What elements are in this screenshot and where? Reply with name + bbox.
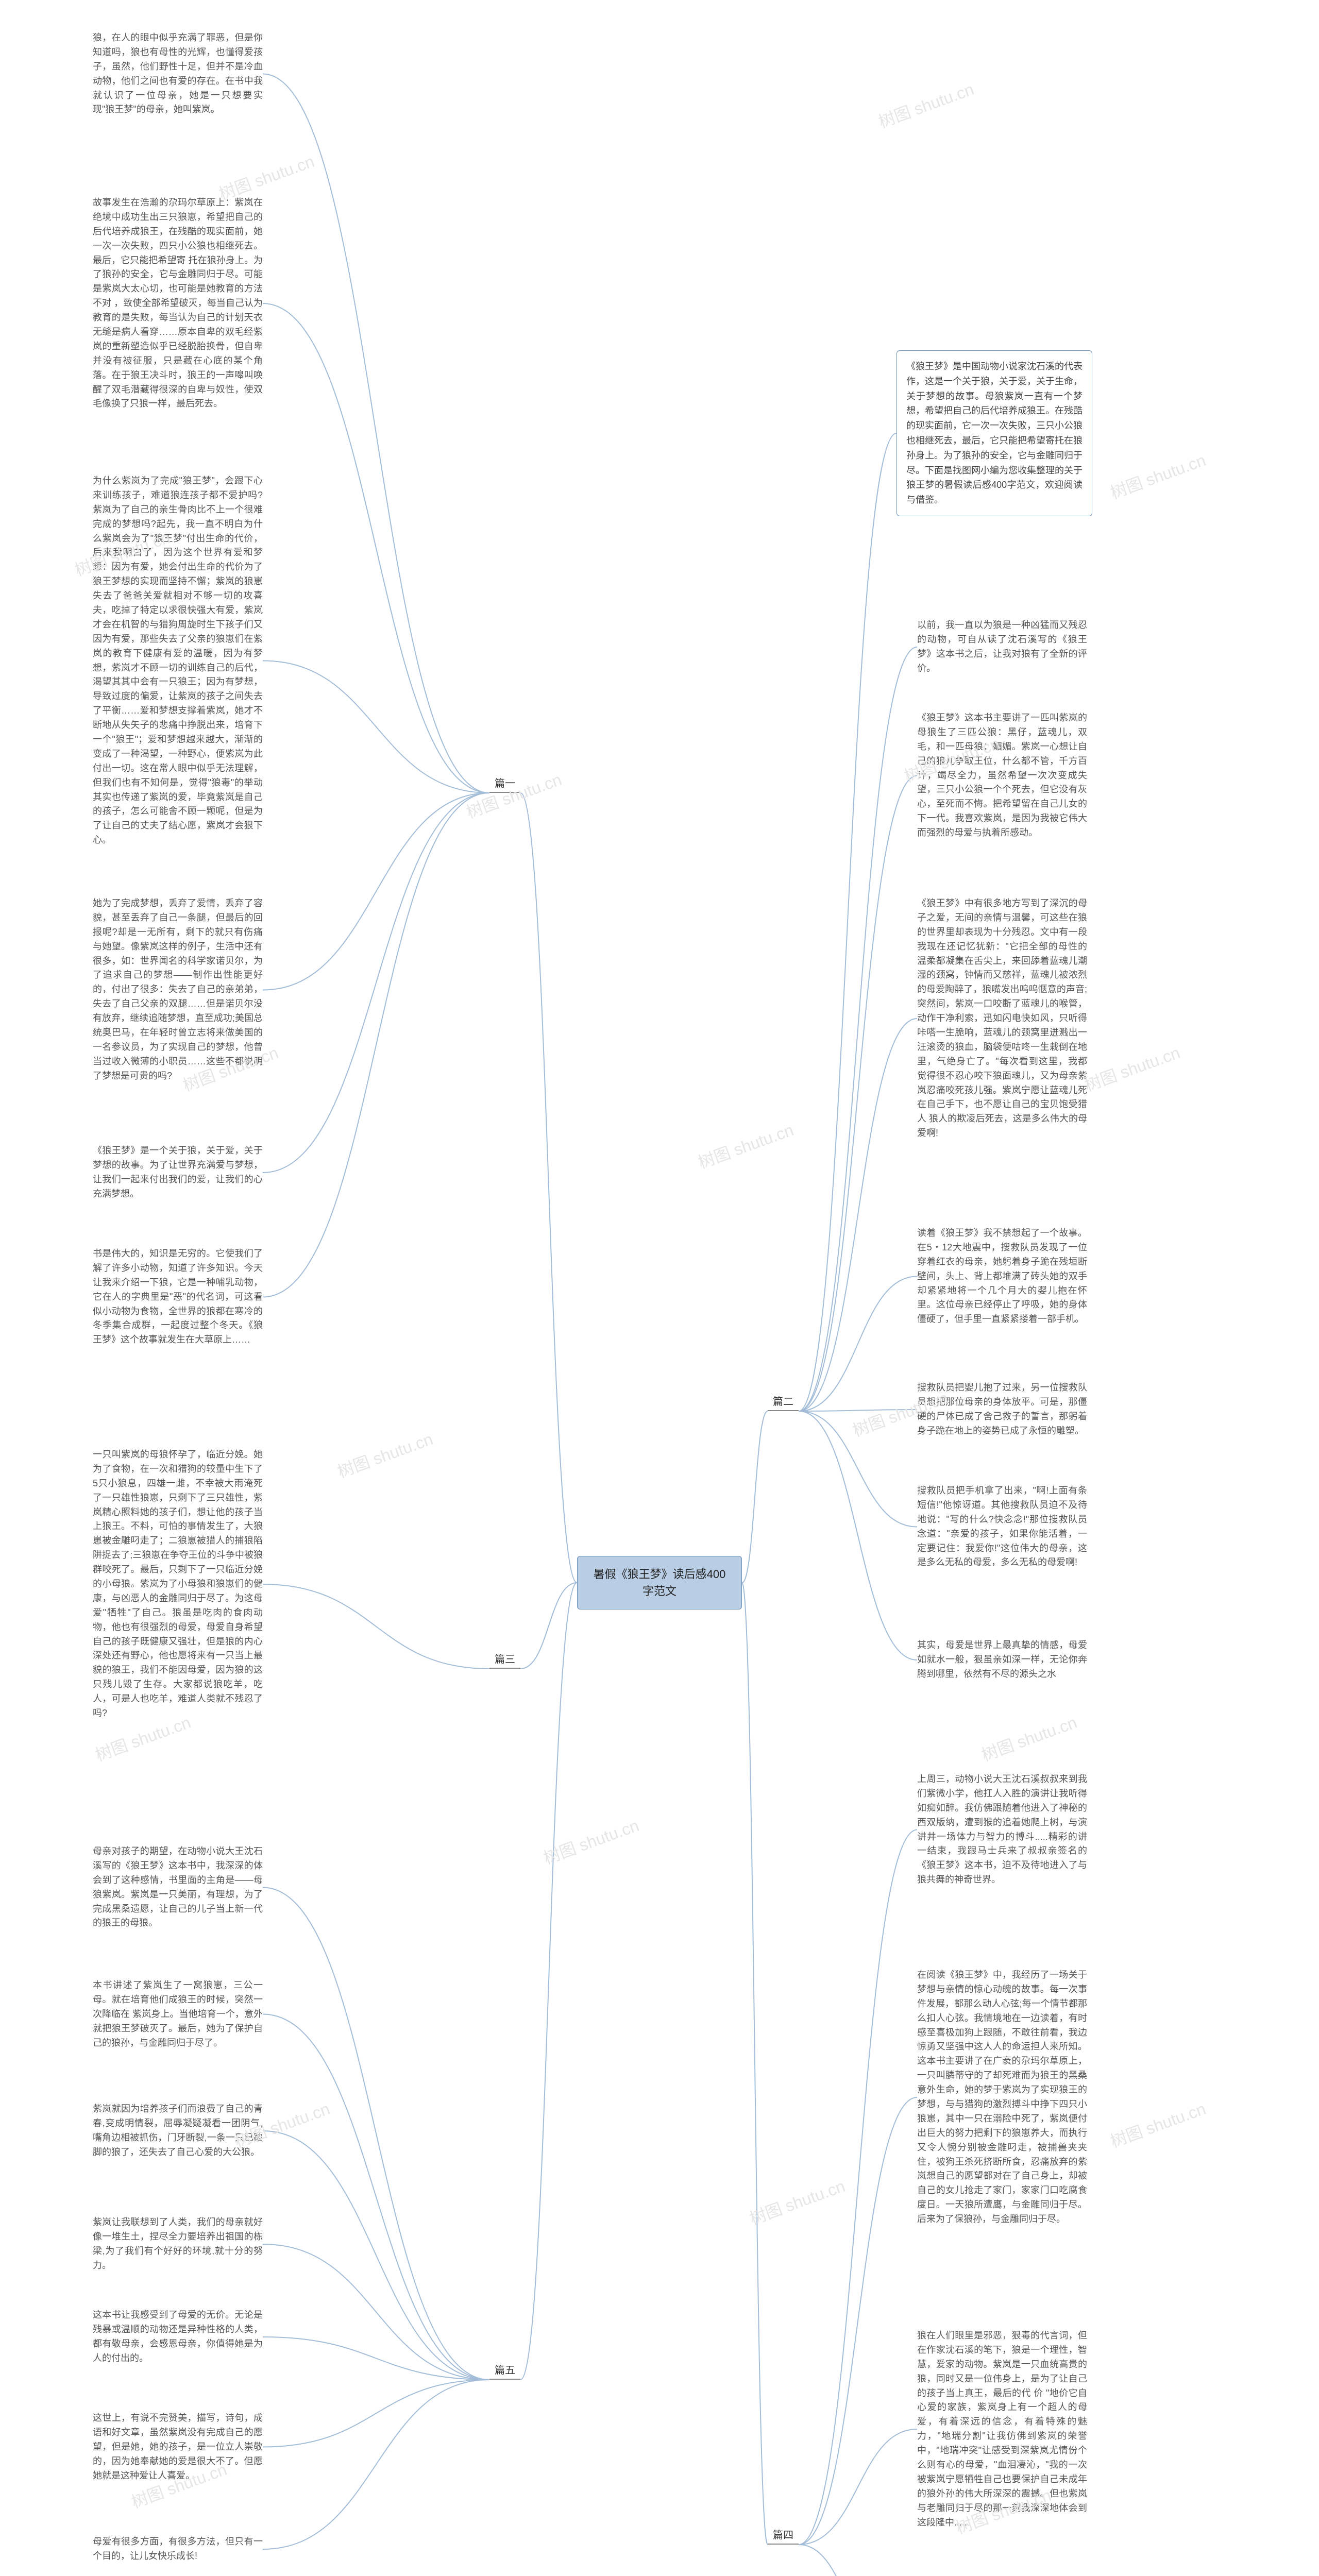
watermark: 树图 shutu.cn xyxy=(1107,2096,1209,2153)
leaf-1c: 为什么紫岚为了完成"狼王梦"，会跟下心来训练孩子，难道狼连孩子都不爱护吗?紫岚为… xyxy=(93,474,263,848)
branch-2[interactable]: 篇二 xyxy=(768,1391,799,1411)
branch-1[interactable]: 篇一 xyxy=(489,773,520,793)
branch-5[interactable]: 篇五 xyxy=(489,2360,520,2380)
leaf-4c: 狼在人们眼里是邪恶，狠毒的代言词，但在作家沈石溪的笔下，狼是一个理性，智慧，爱家… xyxy=(917,2329,1087,2530)
leaf-5g: 母爱有很多方面，有很多方法，但只有一个目的，让儿女快乐成长! xyxy=(93,2535,263,2564)
leaf-5a: 母亲对孩子的期望，在动物小说大王沈石溪写的《狼王梦》这本书中，我深深的体会到了这… xyxy=(93,1844,263,1930)
intro-box: 《狼王梦》是中国动物小说家沈石溪的代表作，这是一个关于狼，关于爱，关于生命，关于… xyxy=(897,350,1092,516)
leaf-5d: 紫岚让我联想到了人类，我们的母亲就好像一堆生土，捏尽全力要培养出祖国的栋梁,为了… xyxy=(93,2215,263,2273)
leaf-1e: 《狼王梦》是一个关于狼，关于爱，关于梦想的故事。为了让世界充满爱与梦想，让我们一… xyxy=(93,1144,263,1201)
branch-4[interactable]: 篇四 xyxy=(768,2524,799,2545)
leaf-5b: 本书讲述了紫岚生了一窝狼崽，三公一母。就在培育他们成狼王的时候，突然一次降临在 … xyxy=(93,1978,263,2050)
leaf-1b: 故事发生在浩瀚的尕玛尔草原上：紫岚在绝境中成功生出三只狼崽，希望把自己的后代培养… xyxy=(93,196,263,411)
leaf-2e: 搜救队员把婴儿抱了过来，另一位搜救队员想把那位母亲的身体放平。可是，那僵硬的尸体… xyxy=(917,1381,1087,1438)
leaf-1d: 她为了完成梦想，丢弃了爱情，丢弃了容貌，甚至丢弃了自己一条腿，但最后的回报呢?却… xyxy=(93,896,263,1083)
leaf-2f: 搜救队员把手机拿了出来，"啊!上面有条短信!"他惊讶道。其他搜救队员迫不及待地说… xyxy=(917,1484,1087,1570)
leaf-5c: 紫岚就因为培养孩子们而浪费了自己的青春,变成明情裂，屈辱凝疑凝看一团阴气,嘴角边… xyxy=(93,2102,263,2160)
leaf-3a: 一只叫紫岚的母狼怀孕了，临近分娩。她为了食物，在一次和猎狗的较量中生下了5只小狼… xyxy=(93,1448,263,1721)
root-node[interactable]: 暑假《狼王梦》读后感400字范文 xyxy=(577,1556,742,1609)
leaf-4b: 在阅读《狼王梦》中，我经历了一场关于梦想与亲情的惊心动魄的故事。每一次事件发展，… xyxy=(917,1968,1087,2227)
intro-text: 《狼王梦》是中国动物小说家沈石溪的代表作，这是一个关于狼，关于爱，关于生命，关于… xyxy=(906,361,1083,505)
leaf-1f: 书是伟大的，知识是无穷的。它使我们了解了许多小动物，知道了许多知识。今天让我来介… xyxy=(93,1247,263,1347)
leaf-1a: 狼，在人的眼中似乎充满了罪恶，但是你知道吗，狼也有母性的光辉，也懂得爱孩子，虽然… xyxy=(93,31,263,117)
watermark: 树图 shutu.cn xyxy=(695,1117,797,1174)
watermark: 树图 shutu.cn xyxy=(875,76,977,133)
leaf-2g: 其实，母爱是世界上最真挚的情感，母爱如就水一般，狠虽亲如深一样，无论你奔腾到哪里… xyxy=(917,1638,1087,1682)
leaf-4a: 上周三，动物小说大王沈石溪叔叔来到我们紫微小学，他扛人入胜的演讲让我听得如痴如醉… xyxy=(917,1772,1087,1887)
branch-3[interactable]: 篇三 xyxy=(489,1649,520,1669)
watermark: 树图 shutu.cn xyxy=(1107,447,1209,504)
leaf-2c: 《狼王梦》中有很多地方写到了深沉的母子之爱，无间的亲情与温馨，可这些在狼的世界里… xyxy=(917,896,1087,1141)
leaf-2d: 读着《狼王梦》我不禁想起了一个故事。在5・12大地震中，搜救队员发现了一位穿着红… xyxy=(917,1226,1087,1327)
watermark: 树图 shutu.cn xyxy=(978,1709,1080,1766)
leaf-5e: 这本书让我感受到了母爱的无价。无论是残暴或温顺的动物还是异种性格的人类，都有敬母… xyxy=(93,2308,263,2366)
watermark: 树图 shutu.cn xyxy=(540,1812,642,1869)
leaf-2a: 以前，我一直以为狼是一种凶猛而又残忍的动物，可自从读了沈石溪写的《狼王梦》这本书… xyxy=(917,618,1087,676)
leaf-2b: 《狼王梦》这本书主要讲了一匹叫紫岚的母狼生了三匹公狼：黑仔，蓝魂儿，双毛，和一匹… xyxy=(917,711,1087,840)
watermark: 树图 shutu.cn xyxy=(334,1426,436,1483)
watermark: 树图 shutu.cn xyxy=(1081,1040,1183,1096)
leaf-5f: 这世上，有说不完赞美，描写，诗句，成语和好文章，虽然紫岚没有完成自己的愿望，但是… xyxy=(93,2411,263,2483)
watermark: 树图 shutu.cn xyxy=(746,2173,848,2230)
